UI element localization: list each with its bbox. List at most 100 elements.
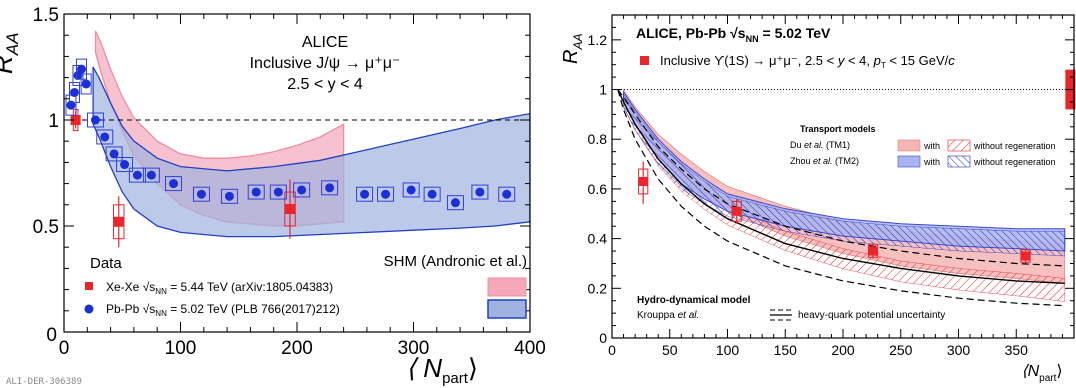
pbpb-syst-box (68, 81, 80, 103)
pbpb-point (81, 79, 91, 89)
right-hydro-lines (617, 89, 1065, 307)
pbpb-syst-box (356, 186, 374, 202)
x-tick-label: 200 (831, 342, 855, 358)
pbpb-point (381, 189, 391, 199)
pbpb-syst-box (247, 184, 265, 200)
right-tm1-without-swatch (947, 139, 971, 152)
left-legend-pbpb-text: Pb-Pb √sNN = 5.02 TeV (PLB 766(2017)212) (106, 302, 340, 318)
right-hydro-legend-swatch (770, 309, 792, 321)
left-data-points (65, 58, 516, 248)
pbpb-syst-box (423, 186, 441, 202)
pbpb-syst-box (80, 73, 92, 95)
upsilon-point (1020, 251, 1030, 261)
right-ylabel: RAA (560, 34, 585, 64)
left-legend-pbpb-marker (84, 304, 94, 314)
upsilon-point (868, 246, 878, 256)
pbpb-syst-box (72, 64, 84, 86)
xexe-point (70, 115, 81, 125)
pbpb-syst-box (105, 146, 123, 162)
pbpb-syst-box (321, 180, 339, 196)
pbpb-point (76, 64, 86, 74)
pbpb-syst-box (86, 112, 104, 128)
left-legend-xexe-marker (85, 282, 93, 290)
left-model-heading: SHM (Andronic et al.) (384, 253, 527, 270)
left-ylabel: RAA (0, 33, 22, 74)
y-tick-label: 0 (599, 330, 607, 346)
y-tick-label: 0.8 (588, 131, 608, 147)
y-tick-label: 1.5 (33, 5, 59, 26)
right-ticks: 0 50 100 150 200 250 300 350 0 0.2 0.4 0.6 0.8 1 1.2 (588, 15, 1074, 358)
upsilon-syst-box (638, 168, 649, 195)
x-tick-label: 300 (947, 342, 971, 358)
pbpb-syst-box (293, 182, 311, 198)
pbpb-point (146, 170, 156, 180)
pbpb-point (100, 132, 110, 142)
pbpb-syst-box (142, 167, 160, 183)
pbpb-syst-box (220, 188, 238, 204)
pbpb-syst-box (116, 157, 134, 173)
right-tm2-without-label: without regeneration (973, 157, 1056, 167)
pbpb-point (132, 170, 142, 180)
pbpb-point (325, 183, 335, 193)
x-tick-label: 200 (281, 338, 313, 359)
pbpb-point (475, 187, 485, 197)
left-data-heading: Data (90, 255, 122, 272)
right-legend-data-marker (640, 56, 649, 65)
x-tick-label: 400 (514, 338, 546, 359)
xexe-point (285, 204, 296, 215)
pbpb-point (450, 198, 460, 208)
right-tm1-label: Du et al. (TM1) (790, 140, 850, 150)
pbpb-syst-box (471, 184, 489, 200)
x-tick-label: 100 (716, 342, 740, 358)
x-tick-label: 0 (608, 342, 616, 358)
y-tick-label: 0.5 (33, 217, 59, 238)
left-panel: 0 100 200 300 400 0.5 1 1.5 0 RAA ⟨ Npart⟩ ALICE… (0, 5, 546, 387)
left-ticks: 0 100 200 300 400 0.5 1 1.5 0 (33, 5, 546, 359)
xexe-syst-box (284, 191, 296, 227)
x-tick-label: 350 (1005, 342, 1029, 358)
pbpb-syst-box (377, 186, 395, 202)
left-legend-xexe-text: Xe-Xe √sNN = 5.44 TeV (arXiv:1805.04383) (106, 280, 333, 296)
left-annotation-process: Inclusive J/ψ → μ⁺μ⁻ (250, 55, 401, 72)
right-tm2-with-label: with (923, 157, 940, 167)
pbpb-point (169, 179, 179, 189)
y-tick-label: 0.4 (588, 231, 608, 247)
pbpb-point (502, 189, 512, 199)
right-tm2-with-swatch (897, 155, 921, 168)
right-tm1-with-swatch (897, 139, 921, 152)
pbpb-point (406, 185, 416, 195)
right-hydro-title: Hydro-dynamical model (637, 295, 751, 306)
y-tick-label: 0.2 (588, 280, 608, 296)
upsilon-syst-box (731, 200, 742, 222)
pbpb-syst-box (165, 176, 183, 192)
pbpb-syst-box (269, 184, 287, 200)
right-legend-data-text: Inclusive ϒ(1S) → μ⁺μ⁻, 2.5 < y < 4, pT … (660, 53, 955, 70)
left-annotation-alice: ALICE (302, 34, 348, 51)
x-tick-label: 150 (774, 342, 798, 358)
y-tick-label: 1 (48, 111, 59, 132)
right-model-bands (623, 88, 1066, 302)
right-tm2-without-swatch (947, 155, 971, 168)
x-tick-label: 300 (398, 338, 430, 359)
pbpb-point (109, 149, 119, 159)
pbpb-syst-box (498, 186, 516, 202)
xexe-syst-box (113, 204, 125, 240)
hydro-lower-line (617, 89, 1065, 307)
right-transport-title: Transport models (800, 124, 876, 134)
pbpb-syst-box (192, 186, 210, 202)
xexe-point (113, 216, 124, 227)
y-tick-label-zero: 0 (46, 325, 57, 346)
pbpb-point (297, 185, 307, 195)
pbpb-syst-box (96, 129, 114, 145)
left-legend-pbpb-band (487, 299, 527, 319)
upsilon-syst-box (867, 244, 879, 258)
band-tm2-without (623, 93, 1065, 257)
right-tm1-with-label: with (923, 141, 940, 151)
hydro-central-line (617, 89, 1065, 284)
pbpb-point (224, 191, 234, 201)
figure-id: ALI-DER-306389 (6, 377, 82, 387)
pbpb-point (196, 189, 206, 199)
right-xlabel: ⟨Npart⟩ (1021, 363, 1062, 384)
y-tick-label: 1.2 (588, 32, 608, 48)
